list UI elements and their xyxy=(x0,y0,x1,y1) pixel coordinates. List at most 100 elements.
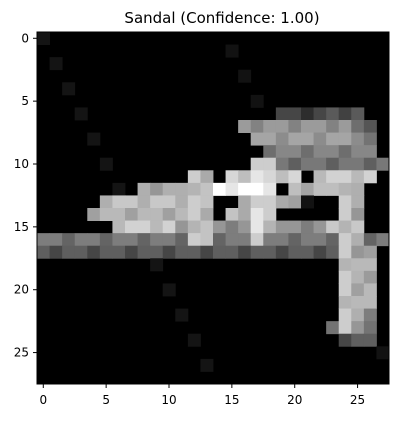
image-pixel xyxy=(363,157,377,171)
image-pixel xyxy=(150,182,164,196)
image-pixel xyxy=(338,258,352,272)
image-pixel xyxy=(225,44,239,58)
image-pixel xyxy=(238,170,252,184)
x-tick-label: 15 xyxy=(224,393,239,407)
y-tick-label: 20 xyxy=(14,283,29,297)
image-pixel xyxy=(137,233,151,247)
image-pixel xyxy=(326,233,340,247)
image-pixel xyxy=(376,346,390,360)
x-tick-label: 0 xyxy=(39,393,47,407)
image-pixel xyxy=(351,233,365,247)
image-pixel xyxy=(125,208,138,221)
image-pixel xyxy=(263,182,277,196)
image-pixel xyxy=(313,220,327,234)
image-pixel xyxy=(288,170,302,184)
image-pixel xyxy=(301,245,314,259)
image-pixel xyxy=(187,182,201,196)
image-pixel xyxy=(175,182,189,196)
image-pixel xyxy=(162,283,176,297)
image-pixel xyxy=(74,233,88,247)
image-pixel xyxy=(49,245,63,259)
image-pixel xyxy=(200,233,214,247)
image-pixel xyxy=(250,195,264,209)
image-pixel xyxy=(363,120,377,133)
image-pixel xyxy=(150,233,164,247)
image-pixel xyxy=(338,208,352,221)
image-pixel xyxy=(99,195,113,209)
image-pixel xyxy=(363,296,377,309)
image-pixel xyxy=(99,245,113,259)
image-pixel xyxy=(288,132,302,146)
image-pixel xyxy=(250,170,264,184)
x-tick-label: 25 xyxy=(350,393,365,407)
image-pixel xyxy=(275,220,289,234)
x-tick-label: 5 xyxy=(102,393,110,407)
image-pixel xyxy=(137,195,151,209)
image-pixel xyxy=(301,195,314,209)
image-pixel xyxy=(376,157,390,171)
y-tick-label: 15 xyxy=(14,220,29,234)
image-pixel xyxy=(187,170,201,184)
image-pixel xyxy=(37,233,50,247)
image-pixel xyxy=(200,358,214,372)
image-pixel xyxy=(351,170,365,184)
image-pixel xyxy=(326,132,340,146)
image-pixel xyxy=(99,208,113,221)
image-pixel xyxy=(326,120,340,133)
image-pixel xyxy=(301,182,314,196)
image-pixel xyxy=(363,270,377,284)
image-pixel xyxy=(313,145,327,159)
image-pixel xyxy=(351,333,365,347)
image-pixel xyxy=(250,245,264,259)
image-pixel xyxy=(238,69,252,83)
image-pixel xyxy=(301,132,314,146)
image-pixel xyxy=(288,157,302,171)
image-pixel xyxy=(112,245,126,259)
image-pixel xyxy=(238,182,252,196)
image-pixel xyxy=(200,170,214,184)
image-pixel xyxy=(137,245,151,259)
image-pixel xyxy=(238,120,252,133)
image-pixel xyxy=(87,132,101,146)
image-pixel xyxy=(250,120,264,133)
pixel-grid xyxy=(37,32,390,384)
y-axis: 0 5 10 15 20 25 xyxy=(14,31,37,360)
image-pixel xyxy=(238,208,252,221)
image-pixel xyxy=(200,195,214,209)
image-pixel xyxy=(338,245,352,259)
image-pixel xyxy=(351,245,365,259)
image-pixel xyxy=(49,57,63,71)
image-pixel xyxy=(338,145,352,159)
x-tick-label: 20 xyxy=(287,393,302,407)
image-pixel xyxy=(338,107,352,121)
image-pixel xyxy=(351,270,365,284)
image-pixel xyxy=(363,333,377,347)
image-pixel xyxy=(62,233,76,247)
image-pixel xyxy=(112,195,126,209)
image-pixel xyxy=(338,308,352,322)
image-pixel xyxy=(112,220,126,234)
image-pixel xyxy=(238,220,252,234)
y-tick-label: 10 xyxy=(14,157,29,171)
image-pixel xyxy=(263,132,277,146)
image-pixel xyxy=(238,233,252,247)
image-pixel xyxy=(363,132,377,146)
image-pixel xyxy=(187,220,201,234)
image-pixel xyxy=(275,245,289,259)
image-pixel xyxy=(288,145,302,159)
image-pixel xyxy=(162,182,176,196)
image-pixel xyxy=(338,120,352,133)
image-pixel xyxy=(275,233,289,247)
image-pixel xyxy=(250,220,264,234)
image-pixel xyxy=(99,157,113,171)
image-pixel xyxy=(313,170,327,184)
image-pixel xyxy=(250,182,264,196)
y-tick-label: 25 xyxy=(14,346,29,360)
image-pixel xyxy=(263,145,277,159)
image-pixel xyxy=(125,245,138,259)
image-pixel xyxy=(338,296,352,309)
image-pixel xyxy=(301,220,314,234)
image-pixel xyxy=(238,195,252,209)
image-pixel xyxy=(301,145,314,159)
image-pixel xyxy=(351,296,365,309)
